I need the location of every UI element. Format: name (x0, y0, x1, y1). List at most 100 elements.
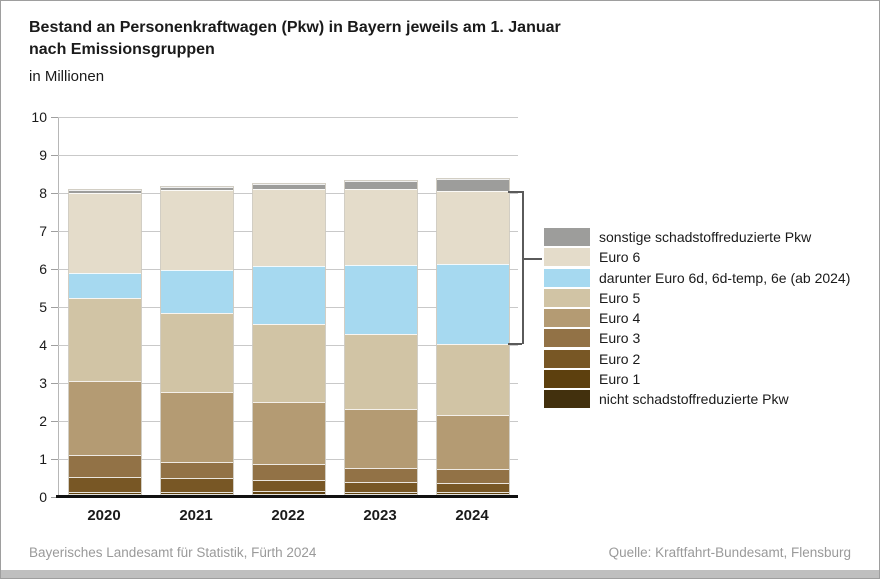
segment-2021-euro-6 (161, 190, 233, 270)
legend-swatch (544, 329, 590, 348)
legend-item-nicht-schadstoffreduzierte-pkw: nicht schadstoffreduzierte Pkw (544, 390, 850, 409)
legend: sonstige schadstoffreduzierte Pkw Euro 6 d… (544, 228, 850, 411)
x-label-2021: 2021 (179, 507, 213, 524)
legend-item-euro-5: Euro 5 (544, 288, 850, 307)
legend-item-euro-1: Euro 1 (544, 370, 850, 389)
y-tick-label-4: 4 (39, 337, 47, 353)
segment-2021-sonstige-schadstoffreduzierte-pkw (161, 186, 233, 190)
segment-2024-euro-5 (437, 344, 509, 416)
x-label-2023: 2023 (363, 507, 397, 524)
segment-2022-euro-1 (253, 491, 325, 495)
segment-2023-sonstige-schadstoffreduzierte-pkw (345, 180, 417, 190)
legend-item-euro-3: Euro 3 (544, 329, 850, 348)
bar-2021 (160, 185, 234, 497)
legend-item-darunter-euro-6d-6d-temp-6e-ab-2024-: darunter Euro 6d, 6d-temp, 6e (ab 2024) (544, 268, 851, 287)
legend-label: Euro 3 (599, 330, 641, 347)
segment-2021-euro-3 (161, 461, 233, 479)
y-tick-label-7: 7 (39, 223, 47, 239)
gridline-10 (58, 117, 518, 118)
y-tick-label-1: 1 (39, 451, 47, 467)
y-tick-9 (51, 155, 58, 156)
bracket-top-tick (508, 191, 522, 193)
segment-2020-euro-6 (69, 192, 141, 273)
y-tick-label-8: 8 (39, 185, 47, 201)
segment-2024-euro-3 (437, 469, 509, 483)
legend-item-euro-4: Euro 4 (544, 309, 850, 328)
y-tick-label-2: 2 (39, 413, 47, 429)
bracket-vertical (522, 191, 524, 345)
segment-2020-euro-2 (69, 476, 141, 492)
segment-2022-euro-4 (253, 402, 325, 464)
legend-label: Euro 4 (599, 310, 641, 327)
y-tick-3 (51, 383, 58, 384)
legend-item-sonstige-schadstoffreduzierte-pkw: sonstige schadstoffreduzierte Pkw (544, 228, 850, 246)
y-tick-5 (51, 307, 58, 308)
legend-swatch (544, 228, 590, 246)
segment-2022-euro-2 (253, 480, 325, 492)
legend-swatch (544, 349, 590, 368)
segment-2024-euro-2 (437, 482, 509, 492)
segment-2023-euro-4 (345, 409, 417, 468)
legend-label: sonstige schadstoffreduzierte Pkw (599, 229, 812, 245)
y-tick-10 (51, 117, 58, 118)
y-tick-6 (51, 269, 58, 270)
bracket-legend-connector (522, 258, 542, 260)
legend-label: Euro 1 (599, 371, 641, 388)
publisher-note: Bayerisches Landesamt für Statistik, Für… (29, 545, 317, 560)
legend-label: nicht schadstoffreduzierte Pkw (599, 391, 789, 408)
legend-swatch (544, 390, 590, 409)
legend-label: Euro 2 (599, 350, 641, 367)
segment-2022-euro-6 (253, 189, 325, 267)
legend-item-euro-6: Euro 6 (544, 248, 850, 267)
segment-2023-euro-5 (345, 334, 417, 410)
segment-2021-euro-2 (161, 478, 233, 492)
segment-2021-darunter-euro-6d-6d-temp-6e-ab-2024- (161, 269, 233, 313)
segment-2023-euro-2 (345, 481, 417, 492)
bottom-gray-strip (1, 570, 879, 578)
legend-swatch (544, 370, 590, 389)
y-tick-2 (51, 421, 58, 422)
y-tick-8 (51, 193, 58, 194)
legend-swatch (544, 268, 590, 287)
segment-2020-darunter-euro-6d-6d-temp-6e-ab-2024- (69, 272, 141, 299)
y-tick-label-6: 6 (39, 261, 47, 277)
segment-2024-euro-4 (437, 415, 509, 470)
segment-2021-euro-1 (161, 491, 233, 495)
legend-label: darunter Euro 6d, 6d-temp, 6e (ab 2024) (599, 269, 851, 286)
segment-2024-euro-1 (437, 491, 509, 495)
chart-title-line1: Bestand an Personenkraftwagen (Pkw) in B… (29, 19, 561, 36)
segment-2024-sonstige-schadstoffreduzierte-pkw (437, 179, 509, 192)
segment-2020-euro-4 (69, 381, 141, 455)
chart-title: Bestand an Personenkraftwagen (Pkw) in B… (29, 17, 561, 61)
segment-2022-darunter-euro-6d-6d-temp-6e-ab-2024- (253, 266, 325, 324)
x-axis-line (56, 495, 518, 498)
bar-2022 (252, 183, 326, 497)
segment-2022-euro-3 (253, 463, 325, 481)
bar-2024 (436, 178, 510, 497)
segment-2023-euro-6 (345, 189, 417, 265)
segment-2022-sonstige-schadstoffreduzierte-pkw (253, 184, 325, 190)
x-label-2024: 2024 (455, 507, 489, 524)
bar-2020 (68, 189, 142, 497)
plot-area (58, 117, 518, 497)
segment-2024-darunter-euro-6d-6d-temp-6e-ab-2024- (437, 263, 509, 345)
legend-label: Euro 6 (599, 249, 641, 266)
segment-2023-euro-3 (345, 467, 417, 482)
source-note: Quelle: Kraftfahrt-Bundesamt, Flensburg (608, 545, 851, 560)
legend-swatch (544, 248, 590, 267)
segment-2020-euro-3 (69, 454, 141, 477)
segment-2024-euro-6 (437, 191, 509, 264)
legend-item-euro-2: Euro 2 (544, 349, 850, 368)
segment-2023-euro-1 (345, 491, 417, 495)
y-tick-1 (51, 459, 58, 460)
segment-2021-euro-5 (161, 312, 233, 393)
y-tick-4 (51, 345, 58, 346)
segment-2023-darunter-euro-6d-6d-temp-6e-ab-2024- (345, 264, 417, 335)
y-tick-label-10: 10 (31, 109, 47, 125)
x-label-2020: 2020 (87, 507, 121, 524)
chart-title-line2: nach Emissionsgruppen (29, 41, 215, 58)
chart-unit-label: in Millionen (29, 68, 105, 85)
legend-swatch (544, 288, 590, 307)
segment-2020-sonstige-schadstoffreduzierte-pkw (69, 190, 141, 193)
